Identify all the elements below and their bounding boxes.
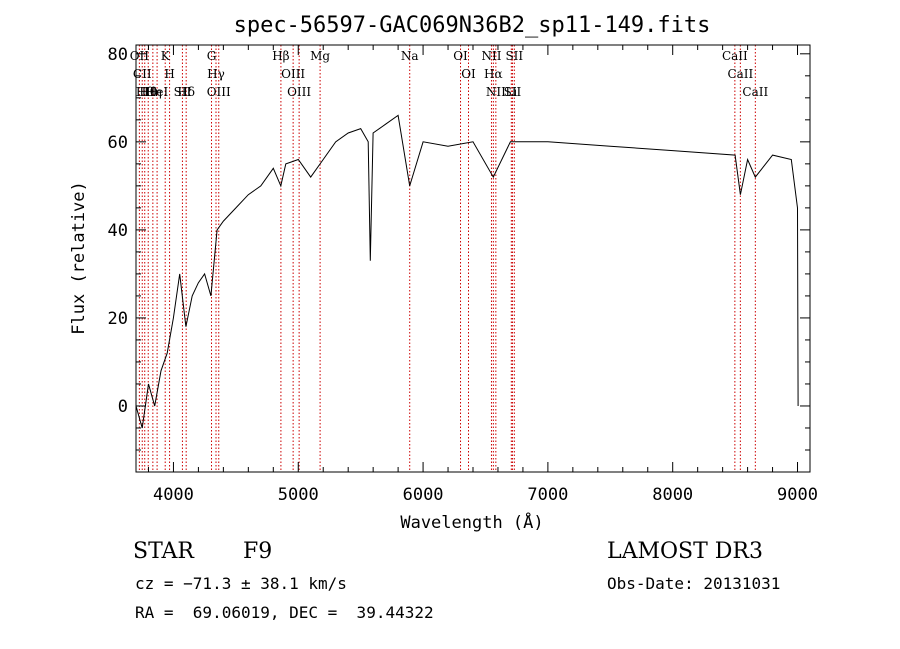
line-label: H: [164, 67, 174, 81]
line-label: OI: [461, 67, 476, 81]
line-label: Hη: [144, 85, 162, 99]
spectrum-series: [135, 114, 799, 429]
line-markers: [138, 45, 756, 472]
x-tick-label: 8000: [652, 485, 693, 505]
line-label: K: [161, 49, 171, 63]
y-tick-label: 0: [118, 397, 128, 417]
y-tick-label: 80: [108, 45, 128, 65]
line-label: Hβ: [272, 49, 289, 63]
line-label: SII: [505, 49, 523, 63]
line-label: CaII: [727, 67, 753, 81]
line-label: OIII: [281, 67, 305, 81]
line-label: Hθ: [139, 85, 157, 99]
ra-dec: RA = 69.06019, DEC = 39.44322: [135, 603, 434, 622]
line-label: CaII: [742, 85, 768, 99]
x-tick-label: 4000: [153, 485, 194, 505]
y-tick-label: 20: [108, 309, 128, 329]
line-label: HeI: [146, 85, 169, 99]
redshift-cz: cz = −71.3 ± 38.1 km/s: [135, 574, 347, 593]
plot-frame: [135, 44, 811, 473]
object-class: STAR: [133, 539, 194, 564]
line-label: CaII: [722, 49, 748, 63]
line-label: SII: [504, 85, 522, 99]
line-label: Na: [401, 49, 419, 63]
line-label: Mg: [310, 49, 330, 63]
line-label: CII: [133, 67, 152, 81]
line-label: OI: [453, 49, 468, 63]
line-label: Hγ: [207, 67, 225, 81]
line-label: SII: [174, 85, 192, 99]
x-tick-label: 9000: [777, 485, 818, 505]
x-axis-label: Wavelength (Å): [400, 511, 543, 533]
object-subclass: F9: [243, 539, 273, 564]
y-tick-label: 40: [108, 221, 128, 241]
line-label: Hα: [484, 67, 503, 81]
obs-date: Obs-Date: 20131031: [607, 574, 781, 593]
line-label: Hθ: [136, 85, 154, 99]
survey-name: LAMOST DR3: [607, 539, 763, 564]
axis-ticks: 4000 5000 6000 7000 8000 9000 0 20 40 60 80: [108, 45, 818, 505]
line-label: G: [207, 49, 217, 63]
spectrum-line: [135, 114, 799, 429]
x-tick-label: 7000: [527, 485, 568, 505]
line-label: Hδ: [177, 85, 195, 99]
line-labels: OIICIIHθHθHηHeIKHSIIHδGHγOIIIHβOIIIOIIIM…: [130, 49, 769, 99]
line-label: NII: [486, 85, 506, 99]
x-tick-label: 5000: [278, 485, 319, 505]
line-label: OIII: [207, 85, 231, 99]
y-axis-label: Flux (relative): [69, 181, 89, 335]
chart-title: spec-56597-GAC069N36B2_sp11-149.fits: [234, 13, 711, 38]
line-label: OIII: [287, 85, 311, 99]
line-label: NII: [481, 49, 501, 63]
x-tick-label: 6000: [403, 485, 444, 505]
line-label: OII: [130, 49, 150, 63]
y-tick-label: 60: [108, 133, 128, 153]
line-label: Li: [505, 85, 517, 99]
